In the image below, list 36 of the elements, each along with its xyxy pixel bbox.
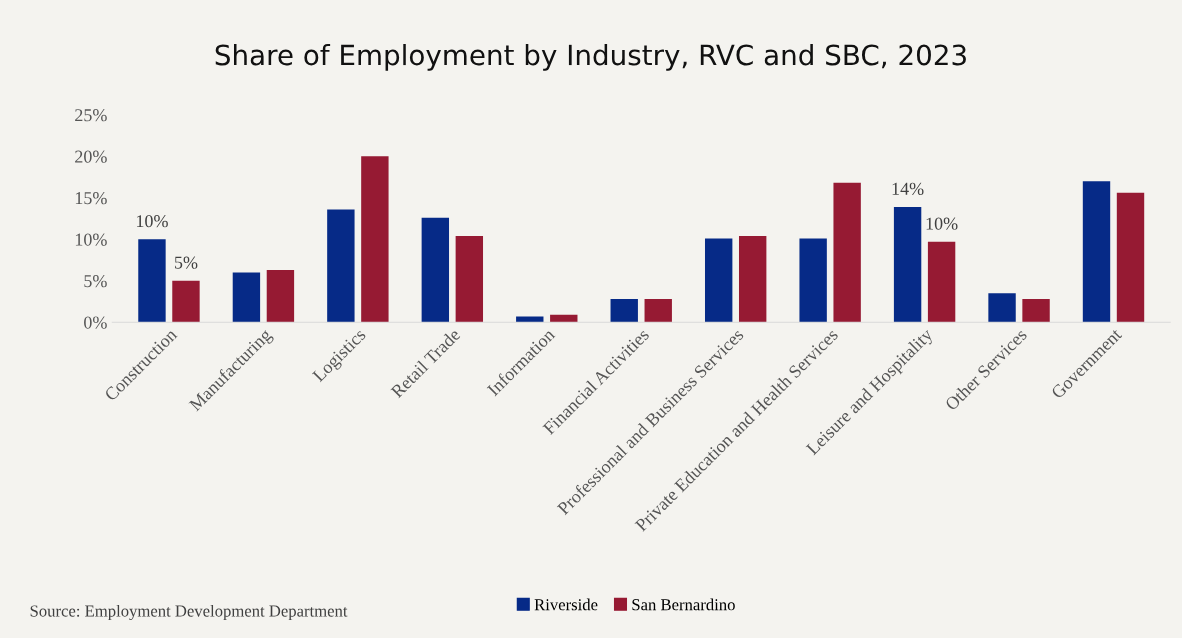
bar	[421, 217, 450, 323]
legend-label: San Bernardino	[632, 598, 735, 611]
y-tick-label: 25%	[75, 109, 107, 122]
data-label: 10%	[926, 217, 958, 230]
bar	[988, 293, 1016, 323]
data-label: 14%	[892, 182, 924, 195]
bar	[927, 241, 956, 323]
source-note: Source: Employment Development Department	[30, 604, 348, 621]
data-label: 5%	[174, 256, 198, 269]
bar	[704, 238, 733, 323]
bar	[1082, 181, 1111, 323]
bar	[799, 238, 827, 323]
data-label: 10%	[137, 215, 168, 228]
bar	[266, 269, 295, 323]
y-tick-label: 5%	[84, 274, 107, 288]
bar	[1022, 298, 1050, 323]
bar	[232, 272, 261, 323]
bar	[172, 280, 200, 323]
chart-title: Share of Employment by Industry, RVC and SBC, 2023	[215, 43, 966, 71]
bar	[361, 156, 389, 323]
bar	[455, 235, 484, 323]
y-tick-label: 20%	[75, 150, 107, 163]
bar	[610, 298, 638, 323]
bar	[644, 298, 672, 323]
y-tick-label: 10%	[75, 233, 107, 246]
y-tick-label: 0%	[84, 316, 107, 329]
bar	[138, 239, 166, 323]
bar	[739, 235, 767, 323]
bar	[893, 206, 922, 323]
bar	[327, 209, 355, 323]
bar	[833, 182, 861, 323]
y-tick-label: 15%	[75, 192, 107, 205]
legend-label: Riverside	[534, 598, 598, 611]
bar	[1116, 192, 1145, 323]
bar	[550, 314, 578, 323]
bar	[516, 316, 544, 323]
